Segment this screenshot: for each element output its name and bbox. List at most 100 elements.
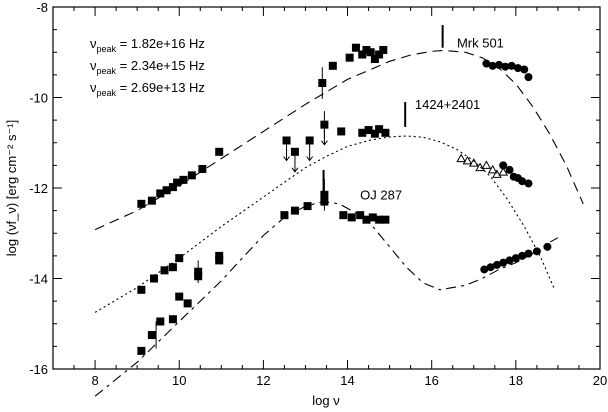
triangle-marker	[498, 167, 509, 176]
square-marker	[147, 196, 156, 205]
peak-legend-entry: νpeak = 2.34e+15 Hz	[90, 58, 205, 76]
square-marker	[137, 285, 146, 294]
circle-marker	[499, 161, 508, 170]
square-marker	[379, 45, 388, 54]
square-marker	[362, 215, 371, 224]
series-label: 1424+2401	[415, 97, 480, 112]
square-marker	[375, 50, 384, 59]
circle-marker	[505, 165, 514, 174]
square-marker	[137, 346, 146, 355]
model-curve	[94, 201, 559, 397]
square-marker	[305, 136, 314, 145]
square-marker	[175, 292, 184, 301]
square-marker	[347, 213, 356, 222]
series-label: Mrk 501	[457, 36, 504, 51]
square-marker	[173, 178, 182, 187]
circle-marker	[501, 62, 510, 71]
model-curves	[94, 49, 584, 397]
model-curve	[94, 135, 555, 313]
x-tick-label: 10	[172, 373, 186, 388]
x-tick-label: 18	[509, 373, 523, 388]
square-marker	[149, 274, 158, 283]
x-tick-label: 8	[91, 373, 98, 388]
square-marker	[362, 45, 371, 54]
circle-marker	[499, 258, 508, 267]
circle-marker	[513, 64, 522, 73]
triangle-marker	[468, 158, 479, 167]
circle-marker	[486, 263, 495, 272]
upper-limit-arrowhead	[283, 156, 290, 162]
square-marker	[215, 147, 224, 156]
square-marker	[337, 127, 346, 136]
square-marker	[370, 55, 379, 64]
circle-marker	[524, 73, 533, 82]
square-marker	[187, 171, 196, 180]
triangle-marker	[456, 153, 467, 163]
series-label: OJ 287	[360, 187, 402, 202]
triangle-marker	[487, 164, 498, 174]
circle-marker	[543, 242, 552, 251]
circle-marker	[505, 256, 514, 265]
circle-marker	[482, 59, 491, 68]
y-tick-label: -12	[29, 181, 48, 196]
circle-marker	[524, 249, 533, 258]
axis-ticks: 8 10 12 14 16 18 20 -8 -10 -12 -14 -16	[29, 0, 607, 388]
square-marker	[375, 125, 384, 134]
square-marker	[303, 202, 312, 211]
data-markers	[137, 25, 552, 355]
square-marker	[381, 215, 390, 224]
square-marker	[375, 215, 384, 224]
x-axis-title: log ν	[312, 393, 339, 408]
x-tick-label: 12	[256, 373, 270, 388]
triangle-marker	[462, 155, 473, 165]
upper-limit-arrowhead	[320, 140, 328, 146]
peak-legend-entry: νpeak = 2.69e+13 Hz	[90, 80, 205, 98]
square-marker	[215, 256, 224, 265]
square-marker	[156, 189, 165, 198]
circle-marker	[518, 177, 527, 186]
y-axis-title: log (νf_ν) [erg cm⁻² s⁻¹]	[4, 120, 19, 257]
circle-marker	[495, 60, 504, 69]
square-marker	[160, 266, 169, 275]
upper-limit-arrowhead	[291, 167, 299, 173]
circle-marker	[520, 65, 529, 74]
x-tick-label: 20	[593, 373, 607, 388]
square-marker	[364, 126, 373, 135]
square-marker	[162, 186, 171, 195]
circle-marker	[518, 251, 527, 260]
y-tick-label: -14	[29, 272, 48, 287]
y-tick-label: -10	[29, 91, 48, 106]
square-marker	[280, 211, 289, 220]
triangle-marker	[481, 160, 492, 169]
triangle-marker	[492, 169, 502, 178]
square-marker	[282, 136, 291, 145]
square-marker	[290, 206, 299, 215]
square-marker	[356, 211, 365, 220]
square-marker	[156, 317, 165, 326]
model-curve	[94, 49, 584, 231]
square-marker	[198, 164, 207, 173]
circle-marker	[511, 254, 520, 263]
square-marker	[351, 43, 360, 52]
peak-legend-entry: νpeak = 1.82e+16 Hz	[90, 36, 205, 54]
square-marker	[168, 183, 177, 192]
circle-marker	[524, 179, 533, 188]
x-tick-label: 16	[424, 373, 438, 388]
circle-marker	[507, 61, 516, 70]
x-tick-label: 14	[340, 373, 354, 388]
square-marker	[290, 147, 299, 156]
square-marker	[370, 129, 379, 138]
square-marker	[358, 50, 367, 59]
square-marker	[368, 213, 377, 222]
square-marker	[147, 331, 156, 340]
circle-marker	[492, 260, 501, 269]
circle-marker	[488, 61, 497, 70]
square-marker	[175, 254, 184, 263]
circle-marker	[532, 247, 541, 256]
annotations: Mrk 501 1424+2401 OJ 287 νpeak = 1.82e+16 H…	[90, 36, 504, 203]
square-marker	[358, 128, 367, 137]
square-marker	[339, 211, 348, 220]
square-marker	[328, 61, 337, 70]
circle-marker	[480, 265, 489, 274]
